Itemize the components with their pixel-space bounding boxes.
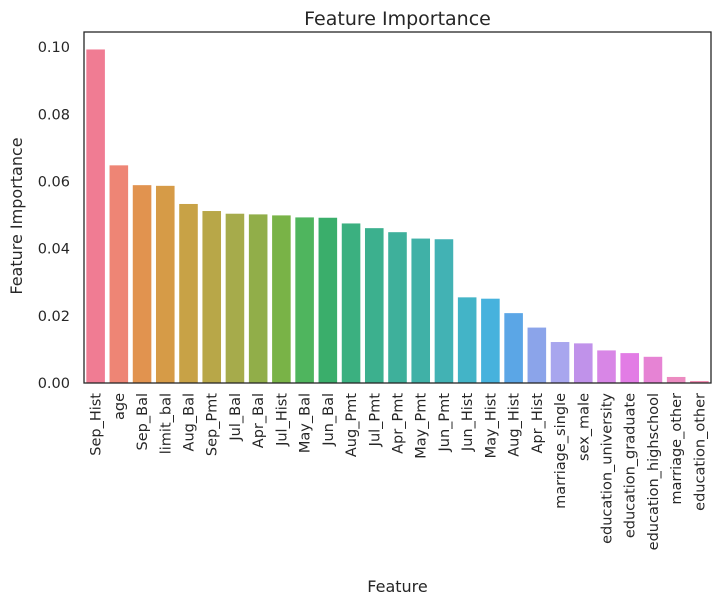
y-tick-label: 0.00 xyxy=(38,376,70,392)
bar-sex_male xyxy=(573,343,593,383)
x-tick-label-education_highschool: education_highschool xyxy=(646,393,662,550)
x-tick-label-May_Bal: May_Bal xyxy=(298,393,314,453)
x-tick-label-Jun_Bal: Jun_Bal xyxy=(321,393,337,447)
bar-Sep_Pmt xyxy=(202,211,222,383)
bar-Apr_Hist xyxy=(527,327,547,383)
bar-May_Bal xyxy=(295,217,314,383)
bar-Apr_Pmt xyxy=(388,232,407,383)
bar-Sep_Bal xyxy=(132,185,152,383)
x-tick-label-Jul_Pmt: Jul_Pmt xyxy=(367,393,383,448)
bar-Jul_Pmt xyxy=(364,228,384,383)
y-tick-label: 0.04 xyxy=(38,242,70,258)
bar-age xyxy=(109,165,129,383)
bar-limit_bal xyxy=(155,185,175,383)
x-tick-label-Apr_Pmt: Apr_Pmt xyxy=(391,393,407,454)
x-tick-label-May_Hist: May_Hist xyxy=(483,393,499,459)
x-axis-label: Feature xyxy=(367,577,427,596)
bar-Jul_Hist xyxy=(272,215,291,383)
bar-Sep_Hist xyxy=(86,49,105,383)
x-tick-label-Sep_Hist: Sep_Hist xyxy=(89,393,105,456)
y-tick-label: 0.10 xyxy=(38,40,70,56)
x-tick-label-Jun_Pmt: Jun_Pmt xyxy=(437,393,453,453)
x-tick-label-education_other: education_other xyxy=(692,393,708,511)
x-tick-label-Aug_Hist: Aug_Hist xyxy=(507,393,523,457)
bar-May_Hist xyxy=(481,298,500,383)
x-tick-label-Sep_Pmt: Sep_Pmt xyxy=(205,393,221,456)
x-tick-label-May_Pmt: May_Pmt xyxy=(414,393,430,459)
bar-Aug_Bal xyxy=(179,203,198,383)
x-tick-label-marriage_single: marriage_single xyxy=(553,393,569,509)
plot-frame xyxy=(83,31,712,384)
x-tick-label-Jul_Bal: Jul_Bal xyxy=(228,393,244,442)
bar-Jun_Bal xyxy=(318,217,338,383)
bar-marriage_single xyxy=(550,342,570,383)
bar-marriage_other xyxy=(666,376,686,383)
x-ticks-layer: Sep_Hist age Sep_Bal limit_bal Aug_Bal Sep_Pm… xyxy=(89,393,709,551)
bar-Apr_Bal xyxy=(248,214,268,383)
x-tick-label-Sep_Bal: Sep_Bal xyxy=(135,393,151,450)
bar-Jun_Pmt xyxy=(434,239,454,383)
y-axis-label: Feature Importance xyxy=(7,137,26,294)
x-tick-label-Jul_Hist: Jul_Hist xyxy=(274,393,290,447)
chart-title: Feature Importance xyxy=(304,8,491,30)
x-tick-label-sex_male: sex_male xyxy=(576,393,592,461)
bar-education_highschool xyxy=(643,356,663,383)
bars-layer xyxy=(86,49,709,383)
y-tick-label: 0.02 xyxy=(38,309,70,325)
bar-May_Pmt xyxy=(411,238,431,383)
bar-Aug_Pmt xyxy=(341,223,361,383)
x-tick-label-marriage_other: marriage_other xyxy=(669,393,685,505)
y-tick-label: 0.06 xyxy=(38,174,70,190)
bar-education_university xyxy=(597,350,616,383)
x-tick-label-education_university: education_university xyxy=(600,393,616,544)
x-tick-label-Jun_Hist: Jun_Hist xyxy=(460,393,476,452)
x-tick-label-Aug_Bal: Aug_Bal xyxy=(182,393,198,451)
x-tick-label-limit_bal: limit_bal xyxy=(158,393,174,454)
bar-Jun_Hist xyxy=(457,297,477,383)
bar-Jul_Bal xyxy=(225,213,245,383)
y-tick-label: 0.08 xyxy=(38,107,70,123)
bar-education_other xyxy=(690,380,709,383)
y-ticks-layer: 0.00 0.02 0.04 0.06 0.08 0.10 xyxy=(38,40,70,392)
x-tick-label-Aug_Pmt: Aug_Pmt xyxy=(344,393,360,457)
bar-education_graduate xyxy=(620,353,640,383)
x-tick-label-Apr_Hist: Apr_Hist xyxy=(530,393,546,454)
x-tick-label-Apr_Bal: Apr_Bal xyxy=(251,393,267,448)
bar-Aug_Hist xyxy=(504,313,523,383)
x-tick-label-education_graduate: education_graduate xyxy=(623,393,639,538)
x-tick-label-age: age xyxy=(112,393,128,420)
